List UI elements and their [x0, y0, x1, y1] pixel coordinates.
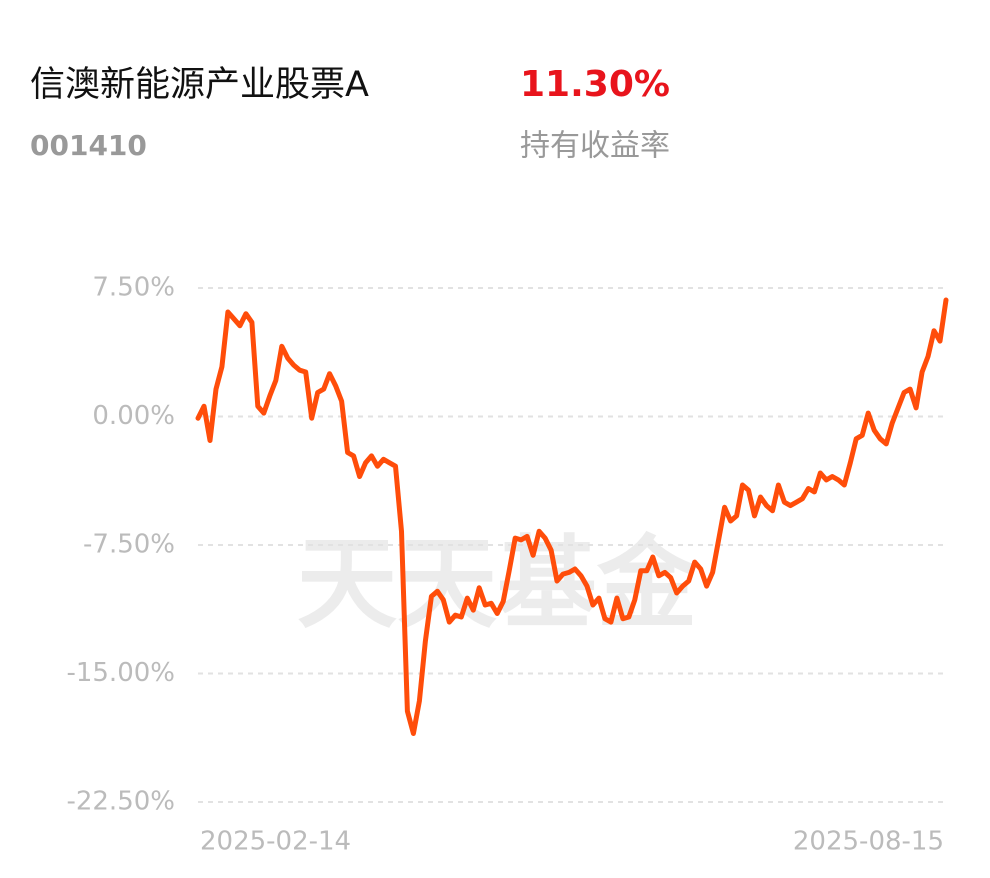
return-line	[195, 297, 949, 736]
y-tick-label: -7.50%	[83, 530, 175, 560]
x-tick-label: 2025-02-14	[200, 827, 351, 857]
y-tick-label: 7.50%	[92, 273, 175, 303]
y-tick-label: 0.00%	[92, 401, 175, 431]
x-tick-label: 2025-08-15	[793, 827, 944, 857]
y-tick-label: -15.00%	[66, 658, 175, 688]
watermark: 天天基金	[297, 524, 698, 642]
return-label: 持有收益率	[520, 129, 670, 164]
return-value: 11.30%	[520, 64, 670, 105]
y-tick-label: -22.50%	[66, 787, 175, 817]
fund-title: 信澳新能源产业股票A	[30, 65, 369, 105]
fund-code: 001410	[30, 129, 147, 162]
